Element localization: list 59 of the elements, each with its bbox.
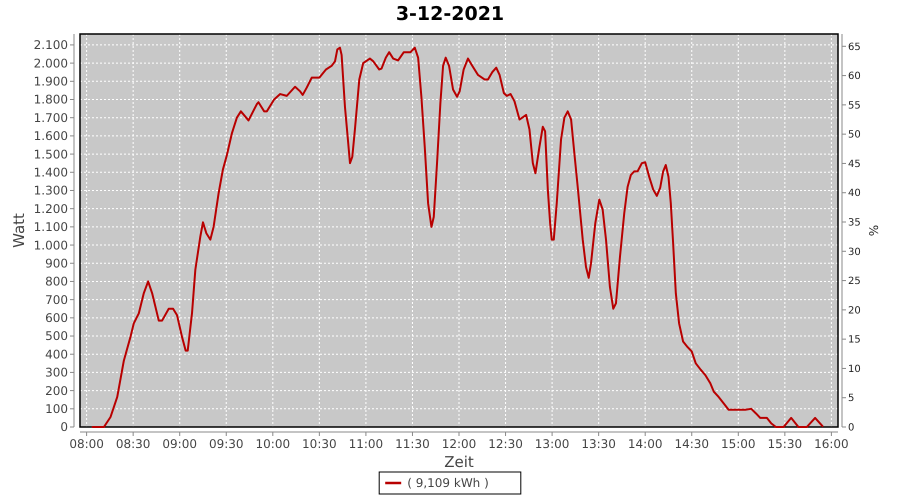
y2-tick-label: 20 [848,305,861,316]
y-tick-label: 700 [45,292,68,307]
y-tick-label: 1.300 [34,184,68,198]
y-tick-label: 400 [45,347,68,362]
x-tick-label: 14:30 [674,437,710,451]
y2-tick-label: 50 [848,130,861,141]
y-axis-title: Watt [10,212,28,248]
y-tick-label: 900 [45,256,68,270]
y-tick-label: 1.400 [34,165,68,180]
x-tick-label: 13:30 [581,437,616,451]
x-tick-label: 12:00 [442,437,476,451]
y2-tick-label: 10 [848,364,861,375]
x-tick-label: 08:30 [116,437,150,451]
y2-tick-label: 25 [848,276,861,288]
y-tick-label: 1.100 [34,220,68,234]
x-tick-label: 10:30 [302,437,337,451]
chart-title: 3-12-2021 [396,3,504,25]
y-tick-label: 200 [45,384,68,398]
legend-label: ( 9,109 kWh ) [407,476,489,490]
y-tick-label: 1.500 [34,147,68,162]
x-tick-label: 16:00 [814,437,849,451]
x-tick-label: 13:00 [534,437,570,451]
y2-tick-label: 5 [848,393,854,404]
y-tick-label: 1.600 [34,129,68,144]
y-tick-label: 500 [45,329,68,344]
y2-axis-title: % [867,224,881,236]
y2-tick-label: 15 [848,334,861,346]
y2-tick-label: 55 [848,100,861,112]
y-tick-label: 1.000 [34,238,68,252]
y2-tick-label: 35 [848,218,861,229]
y2-tick-label: 65 [848,42,861,53]
x-tick-label: 12:30 [488,437,523,451]
y-tick-label: 300 [45,366,68,380]
x-tick-label: 09:30 [208,437,244,451]
x-axis-title: Zeit [444,453,474,471]
x-tick-label: 10:00 [256,437,290,451]
y2-tick-label: 0 [848,422,854,434]
y-tick-label: 0 [60,420,68,434]
x-tick-label: 14:00 [628,437,662,451]
x-tick-label: 08:00 [69,437,104,451]
x-tick-label: 11:00 [348,437,384,451]
y-tick-label: 1.200 [34,202,68,216]
y-tick-label: 1.700 [34,110,68,125]
x-tick-label: 15:00 [720,437,756,451]
line-series [92,46,824,428]
y-tick-label: 2.000 [34,56,68,70]
y-tick-label: 2.100 [34,38,68,52]
x-tick-label: 15:30 [768,437,802,451]
y-tick-label: 100 [45,402,68,416]
x-tick-label: 09:00 [162,437,198,451]
y2-tick-label: 40 [848,188,861,200]
y-tick-label: 1.900 [34,74,68,89]
y-tick-label: 800 [45,274,68,289]
x-tick-label: 11:30 [395,437,430,451]
y2-tick-label: 30 [848,246,861,258]
y2-tick-label: 60 [848,71,861,82]
y-tick-label: 600 [45,311,68,326]
y-tick-label: 1.800 [34,92,68,107]
y2-tick-label: 45 [848,158,861,170]
